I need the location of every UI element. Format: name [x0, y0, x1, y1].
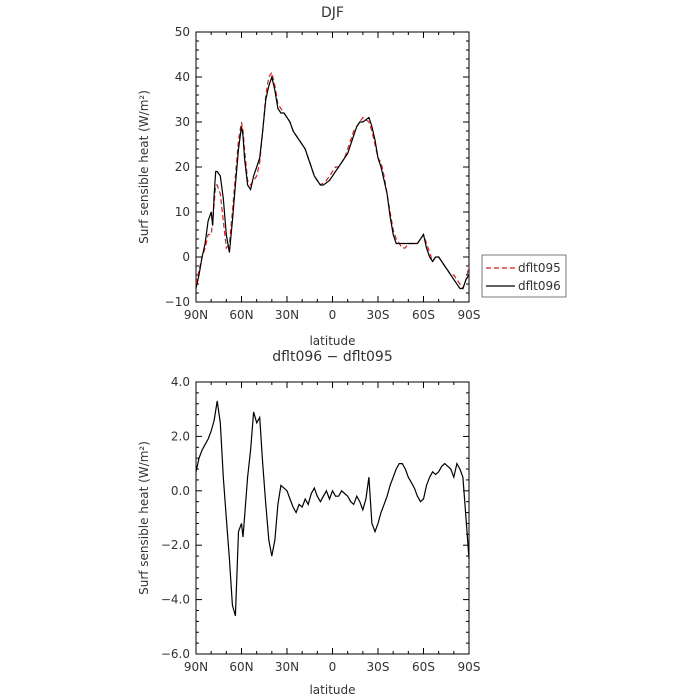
y-axis-label-top: Surf sensible heat (W/m²): [137, 90, 151, 244]
y-tick-label: 0.0: [171, 484, 190, 498]
x-tick-label: 60N: [229, 660, 253, 674]
y-tick-label: 2.0: [171, 429, 190, 443]
y-tick-label: −2.0: [161, 538, 190, 552]
series-group-top: [195, 71, 470, 290]
y-tick-label: 20: [175, 160, 190, 174]
x-tick-label: 30S: [367, 660, 390, 674]
y-tick-label: 10: [175, 205, 190, 219]
x-tick-label: 0: [329, 660, 337, 674]
x-tick-label: 90S: [458, 660, 481, 674]
axes-ticks-top: 90N 60N 30N 0 30S 60S 90S 50 40 30 20 10 0 −10: [165, 25, 481, 322]
x-tick-label: 60S: [412, 660, 435, 674]
series-line-dflt096-dflt095: [195, 400, 470, 617]
x-tick-label: 60S: [412, 308, 435, 322]
y-tick-label: −10: [165, 295, 190, 309]
chart-title-top: DJF: [321, 5, 344, 21]
y-tick-label: −6.0: [161, 647, 190, 661]
panel-bottom: 90N 60N 30N 0 30S 60S 90S 4.0 2.0 0.0 −2.0 −4.0 −6.0…: [137, 349, 480, 697]
x-tick-label: 30N: [275, 660, 299, 674]
series-line-dflt095: [195, 71, 470, 290]
x-axis-label-top: latitude: [309, 334, 355, 348]
series-group-bottom: [195, 400, 470, 617]
y-tick-label: −4.0: [161, 593, 190, 607]
legend-box: [481, 254, 567, 298]
legend-label-dflt095: dflt095: [518, 261, 561, 275]
x-tick-label: 30S: [367, 308, 390, 322]
x-tick-label: 90N: [184, 660, 208, 674]
y-tick-label: 30: [175, 115, 190, 129]
y-tick-label: 40: [175, 70, 190, 84]
panel-top: 90N 60N 30N 0 30S 60S 90S 50 40 30 20 10 0 −10 DJF la…: [137, 5, 480, 348]
x-tick-label: 90N: [184, 308, 208, 322]
series-line-dflt096: [195, 74, 470, 290]
chart-title-bottom: dflt096 − dflt095: [272, 349, 392, 365]
axes-ticks-bottom: 90N 60N 30N 0 30S 60S 90S 4.0 2.0 0.0 −2.0 −4.0 −6.0: [161, 375, 481, 674]
x-tick-label: 30N: [275, 308, 299, 322]
x-tick-label: 0: [329, 308, 337, 322]
x-axis-label-bottom: latitude: [309, 683, 355, 697]
y-tick-label: 0: [182, 250, 190, 264]
y-tick-label: 4.0: [171, 375, 190, 389]
x-tick-label: 90S: [458, 308, 481, 322]
y-axis-label-bottom: Surf sensible heat (W/m²): [137, 441, 151, 595]
legend: dflt095 dflt096: [481, 254, 567, 298]
x-tick-label: 60N: [229, 308, 253, 322]
legend-label-dflt096: dflt096: [518, 279, 561, 293]
plot-frame-bottom: [195, 381, 470, 655]
y-tick-label: 50: [175, 25, 190, 39]
